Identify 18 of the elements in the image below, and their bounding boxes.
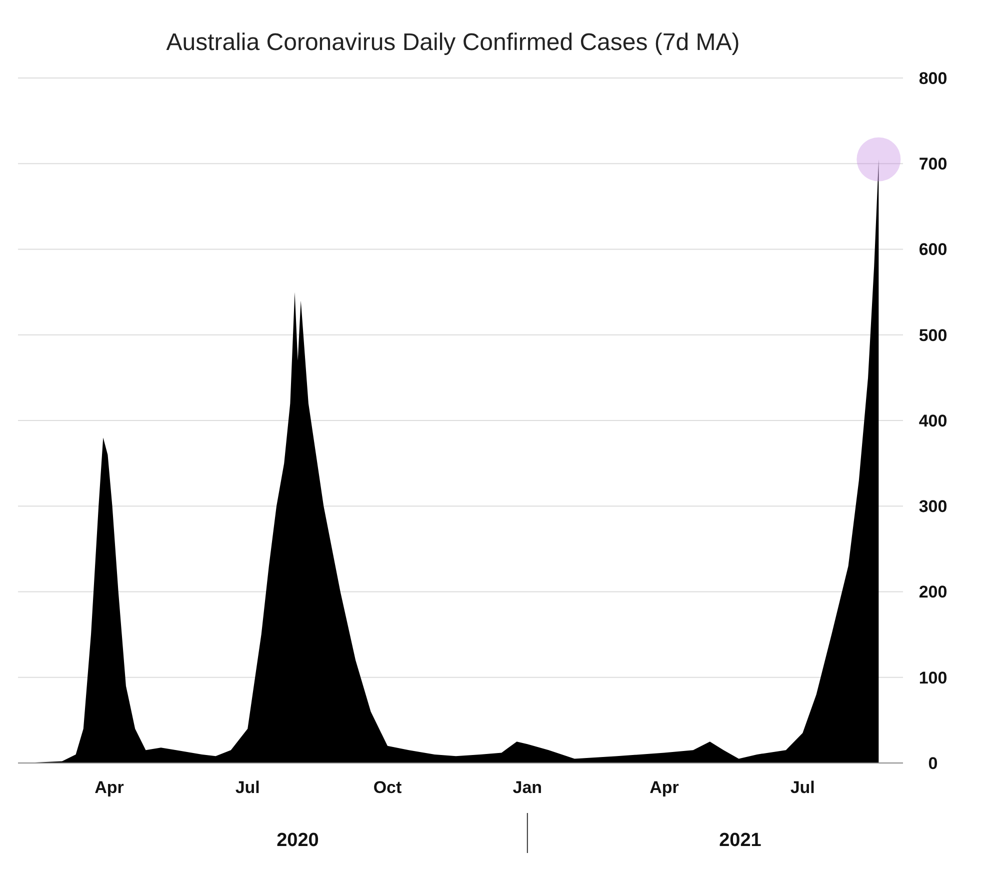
y-tick-label: 500 — [918, 326, 948, 345]
x-tick-label: Jul — [235, 778, 260, 797]
y-tick-label: 200 — [918, 582, 948, 602]
x-tick-label: Oct — [373, 778, 402, 797]
y-tick-label: 300 — [918, 497, 948, 516]
x-tick-label: Apr — [94, 778, 124, 797]
y-tick-label: 800 — [918, 68, 948, 88]
x-tick-label: Apr — [650, 778, 680, 797]
chart-title: Australia Coronavirus Daily Confirmed Cases (7d MA) — [166, 29, 740, 56]
x-tick-label: Jul — [790, 778, 815, 797]
y-tick-label: 600 — [918, 240, 948, 260]
text: 2020 — [276, 830, 319, 851]
x-tick-label: Jan — [512, 778, 542, 797]
y-tick-label: 100 — [918, 668, 948, 688]
y-tick-label: 400 — [918, 411, 948, 430]
y-tick-label: 700 — [918, 154, 948, 174]
y-tick-label: 0 — [928, 754, 938, 773]
text: 2021 — [719, 830, 762, 851]
